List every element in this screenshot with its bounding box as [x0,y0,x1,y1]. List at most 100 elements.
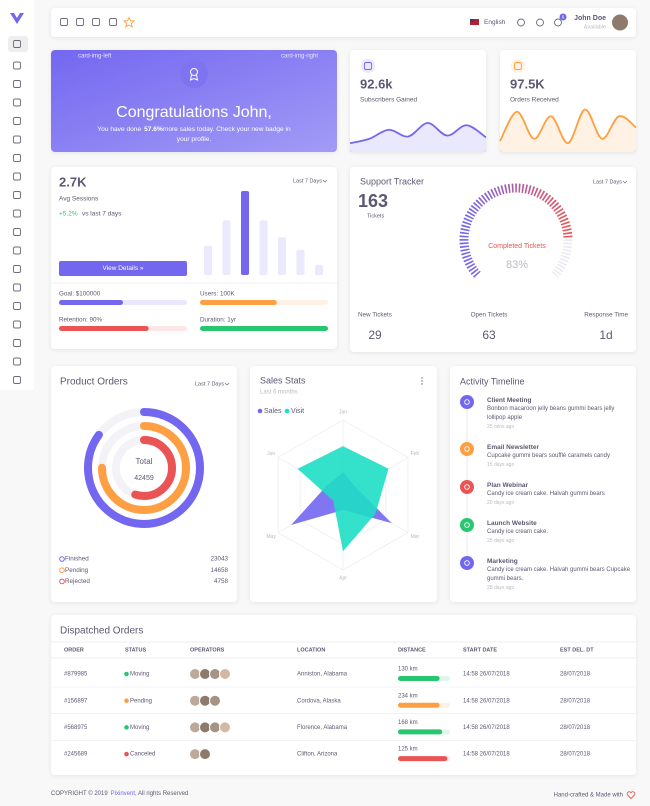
legend-dot [257,408,263,414]
period-select: Last 7 Days [593,179,622,185]
progress-bar [200,300,277,305]
bar [315,264,323,275]
card [350,50,486,152]
stat-value: 63 [482,328,496,342]
timeline-item: Plan Webinar Candy ice cream cake. Halvah… [487,481,632,508]
legend-dot [59,556,65,562]
column-header: OPERATORS [190,647,225,653]
gauge-label: Completed Tickets [488,243,546,250]
stat-label: New Tickets [358,312,392,319]
operator-avatar [189,721,201,734]
location: Anniston, Alabama [297,672,348,678]
status-label: Moving [130,725,149,731]
stat-label: Orders Received [510,97,559,104]
nav-icon [13,154,21,162]
order-id: #156897 [64,698,88,704]
period-select: Last 7 Days [195,381,224,387]
metric-label: Retention: 90% [59,317,102,324]
location: Florence, Alabama [297,725,348,731]
logo [10,13,24,24]
sidebar [0,0,34,390]
nav-icon [13,40,21,48]
timeline-text: Candy ice cream cake. [487,529,549,535]
radar-axis-label: Jan [339,409,347,415]
badge-icon [180,60,208,88]
notification-count: 6 [562,14,565,19]
column-header: DISTANCE [398,647,426,653]
card-title: Sales Stats [260,375,306,385]
legend-value: 4758 [214,578,229,585]
user-status: Available [584,24,606,30]
nav-active [8,36,28,52]
congrats-text: You have done 57.6%more sales today. Chec… [91,125,297,145]
view-details-button[interactable] [59,261,187,276]
legend-value: 14658 [210,567,228,574]
est-date: 28/07/2018 [560,698,591,704]
toolbar-icon [60,18,68,26]
timeline-title: Marketing [487,558,518,565]
star-icon [122,16,136,28]
distance: 168 km [398,720,418,726]
copyright: COPYRIGHT © 2019 [51,791,108,797]
est-date: 28/07/2018 [560,725,591,731]
est-date: 28/07/2018 [560,752,591,758]
card [51,8,636,37]
menu-dot [421,380,423,382]
column-header: START DATE [463,647,497,653]
card-subtitle: Last 6 months [260,390,298,396]
progress-bar [398,676,440,681]
status-label: Moving [130,672,149,678]
nav-icon [13,135,21,144]
bar [241,191,249,275]
badge-glyph [190,68,198,76]
operator-avatar [219,668,231,680]
timeline-icon [460,395,474,409]
menu-dot [421,383,423,385]
stat-icon [364,62,372,70]
toolbar-icon [92,18,100,26]
badge-glyph [189,74,199,81]
tickets-label: Tickets [367,213,384,219]
card-title: Activity Timeline [460,376,525,386]
bar [296,249,305,275]
timeline-text: Cupcake gummi bears soufflé caramels can… [487,453,610,459]
card [51,50,337,152]
gauge-arc [459,183,573,278]
timeline-item: Marketing Candy ice cream cake. Halvah gu… [487,557,632,593]
nav-icon [13,172,21,181]
heart-icon [626,791,636,800]
gauge-value: 83% [506,259,528,271]
status-dot [124,698,129,703]
sessions-change-text: vs last 7 days [82,211,122,218]
column-header: ORDER [64,647,84,653]
legend-label: Finished [65,556,89,563]
nav-icon [13,246,21,255]
notification-badge [559,13,567,21]
stat-label: Response Time [584,312,628,319]
card [51,366,237,602]
start-date: 14:58 26/07/2018 [463,698,510,704]
progress-bar [398,756,448,762]
ring [84,408,204,528]
timeline-text: Candy ice cream cake. Halvah gummi bears… [487,567,631,582]
card [500,50,636,152]
operator-avatar [189,694,201,707]
stat-value: 29 [368,328,382,342]
location: Clifton, Arizona [297,752,338,758]
timeline-time: 28 days ago [487,585,515,591]
trend-line [499,108,637,145]
stat-value: 97.5K [510,76,545,91]
timeline-item: Email Newsletter Cupcake gummi bears souf… [487,443,632,470]
toolbar-icon [76,18,84,26]
timeline-item: Client Meeting Bonbon macaroon jelly bean… [487,396,632,432]
legend-dot [59,567,65,574]
nav-icon [13,209,21,218]
ring [112,436,176,500]
timeline-icon [460,442,474,456]
brand-link[interactable]: Pixinvent [110,791,136,797]
progress-bar [398,702,440,708]
sessions-change: +5.2% [59,211,78,218]
timeline-time: 20 days ago [487,500,515,506]
